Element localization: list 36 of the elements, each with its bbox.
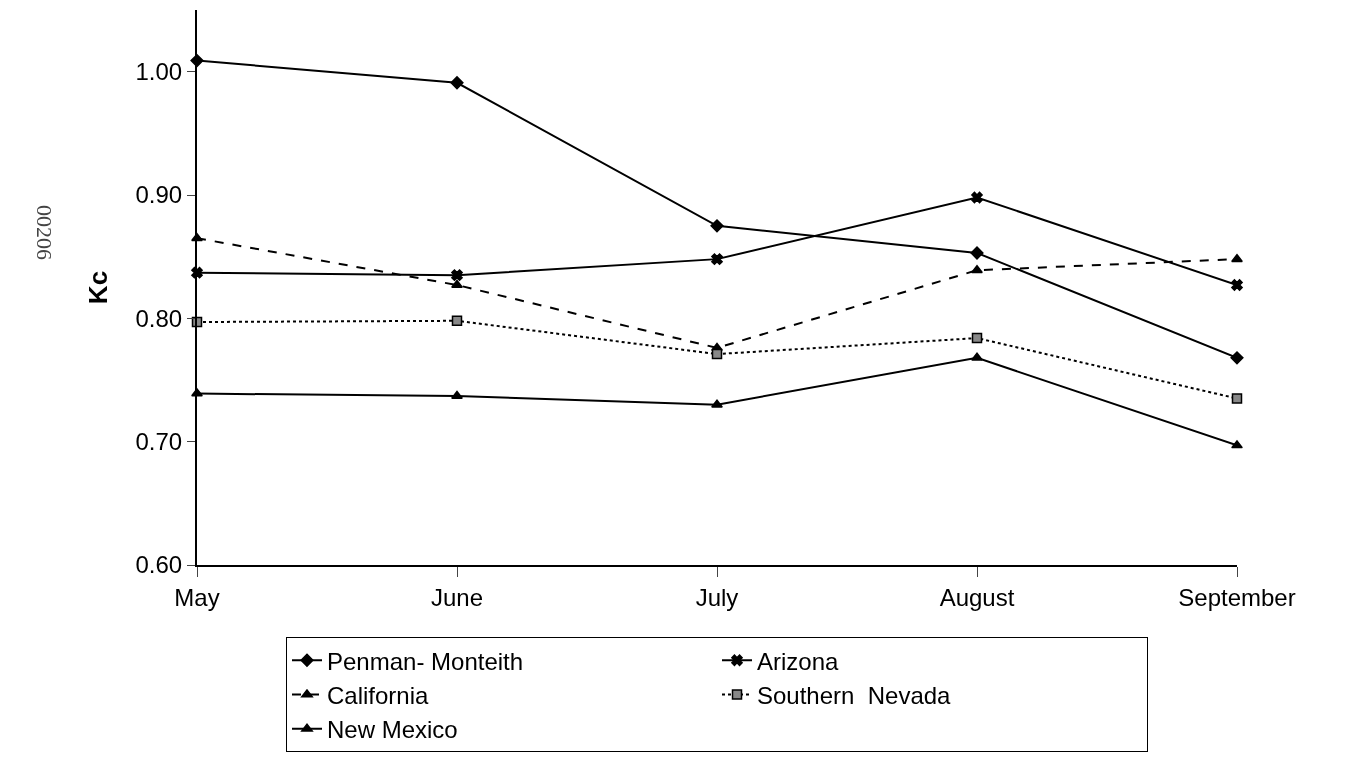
point (971, 191, 983, 204)
point (1231, 279, 1243, 291)
x-tick-label: July (695, 583, 739, 611)
point (450, 76, 464, 90)
y-tick-label: 0.60 (135, 551, 183, 579)
legend-label: California (327, 681, 430, 709)
point (451, 315, 463, 327)
point (710, 219, 724, 233)
point (1231, 253, 1243, 263)
point (971, 264, 983, 274)
point (711, 348, 723, 360)
point (451, 269, 463, 282)
point (711, 399, 723, 408)
x-tick-label: June (430, 583, 484, 611)
y-axis-title: Kc (83, 270, 114, 305)
point (451, 390, 463, 400)
point (1230, 351, 1244, 365)
point (711, 253, 723, 265)
x-tick-label: May (174, 583, 220, 611)
y-tick-label: 0.80 (135, 304, 183, 332)
point (451, 279, 463, 289)
legend-label: New Mexico (327, 716, 458, 744)
point (971, 332, 983, 344)
legend-label: Southern Nevada (757, 681, 952, 709)
y-tick-label: 0.90 (135, 181, 183, 209)
point (1231, 440, 1243, 449)
point (971, 352, 983, 361)
x-tick-label: August (939, 583, 1015, 611)
point (970, 246, 984, 260)
y-tick-label: 1.00 (135, 58, 183, 86)
point (1231, 393, 1243, 404)
legend-label: Arizona (757, 647, 840, 675)
x-tick-label: September (1178, 583, 1296, 611)
y-tick-label: 0.70 (135, 428, 183, 456)
text: 00206 (32, 204, 58, 260)
legend-label: Penman- Monteith (327, 647, 524, 675)
